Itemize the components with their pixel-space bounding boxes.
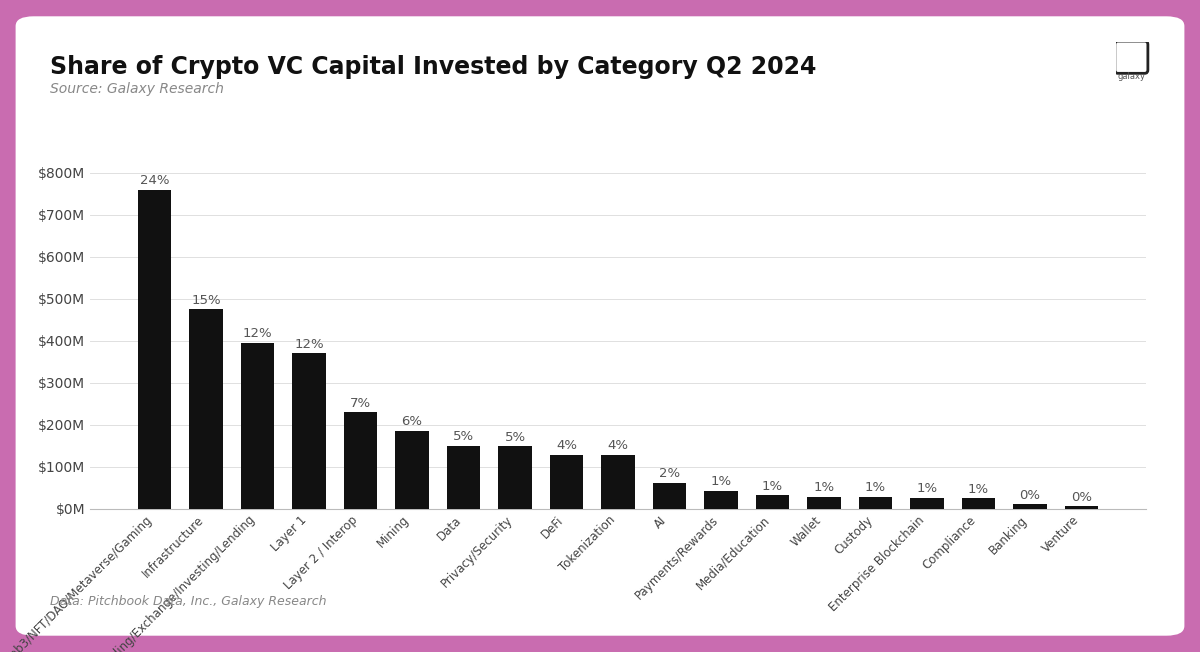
Text: 5%: 5%	[504, 431, 526, 444]
Text: 2%: 2%	[659, 467, 680, 480]
Bar	[190, 309, 223, 509]
Text: 1%: 1%	[710, 475, 732, 488]
Bar	[138, 190, 172, 509]
Text: 12%: 12%	[242, 327, 272, 340]
Text: 1%: 1%	[762, 480, 782, 493]
Bar	[1013, 505, 1046, 509]
Bar	[756, 495, 790, 509]
Bar	[601, 455, 635, 509]
Text: 0%: 0%	[1019, 489, 1040, 502]
Circle shape	[1123, 46, 1130, 54]
Bar	[808, 497, 841, 509]
Bar	[293, 353, 326, 509]
Bar	[859, 497, 892, 509]
Text: 5%: 5%	[454, 430, 474, 443]
Bar	[395, 431, 428, 509]
Bar	[550, 455, 583, 509]
Text: 12%: 12%	[294, 338, 324, 351]
Text: 15%: 15%	[191, 293, 221, 306]
Bar	[446, 445, 480, 509]
Text: 7%: 7%	[350, 396, 371, 409]
Text: 4%: 4%	[607, 439, 629, 452]
Bar	[910, 497, 943, 509]
Text: 1%: 1%	[814, 481, 834, 494]
Bar	[961, 499, 995, 509]
Text: 24%: 24%	[140, 174, 169, 187]
Text: 4%: 4%	[556, 439, 577, 452]
Bar	[498, 447, 532, 509]
Text: Share of Crypto VC Capital Invested by Category Q2 2024: Share of Crypto VC Capital Invested by C…	[50, 55, 817, 80]
Text: Source: Galaxy Research: Source: Galaxy Research	[50, 82, 224, 96]
Text: 1%: 1%	[865, 481, 886, 494]
Text: 0%: 0%	[1070, 491, 1092, 504]
Text: 1%: 1%	[967, 483, 989, 496]
Bar	[704, 491, 738, 509]
Text: 6%: 6%	[402, 415, 422, 428]
Text: galaxy: galaxy	[1117, 72, 1145, 80]
Bar	[344, 412, 377, 509]
Bar	[1064, 507, 1098, 509]
Bar	[241, 343, 275, 509]
Text: Data: Pitchbook Data, Inc., Galaxy Research: Data: Pitchbook Data, Inc., Galaxy Resea…	[50, 595, 326, 608]
Bar	[653, 482, 686, 509]
Text: 1%: 1%	[917, 482, 937, 495]
